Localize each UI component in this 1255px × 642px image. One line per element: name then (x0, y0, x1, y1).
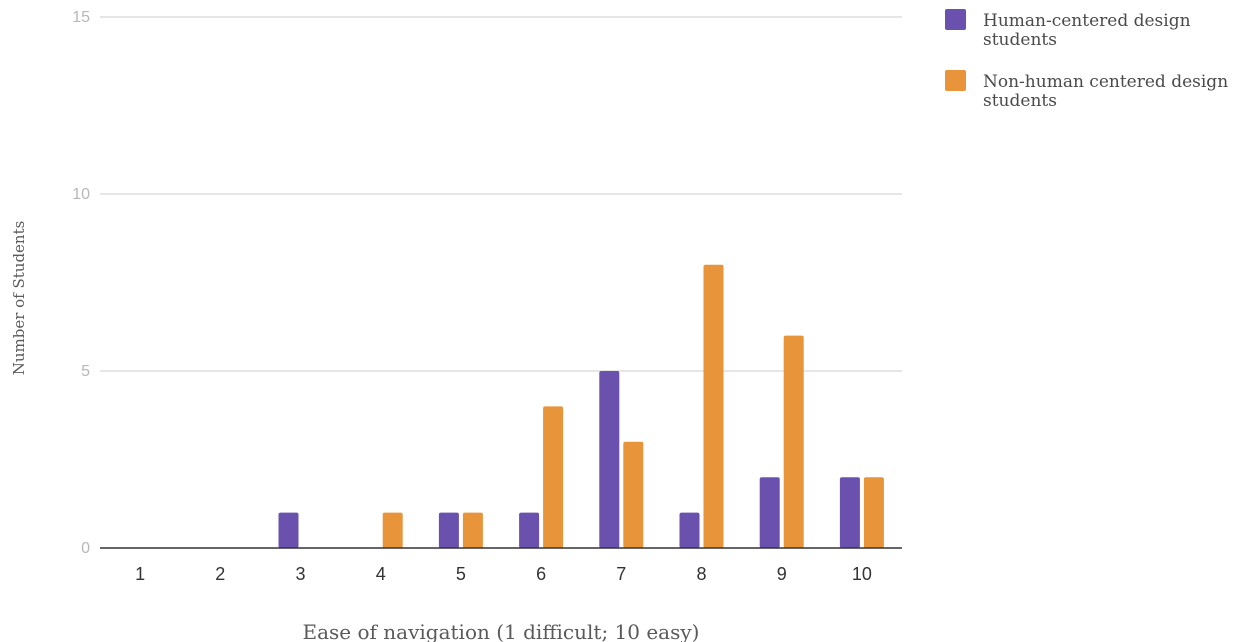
bar-non-human-centered-6 (543, 406, 564, 548)
bars (278, 264, 884, 548)
legend-swatch-human-centered (945, 9, 966, 30)
legend-label-non-human-centered-line1: Non-human centered design (983, 72, 1228, 92)
x-tick-label: 6 (536, 564, 546, 584)
svg-text:Non-human centered design: Non-human centered design students (983, 72, 1234, 111)
x-tick-label: 8 (696, 564, 706, 584)
legend-item-non-human-centered: Non-human centered design students (945, 70, 1234, 111)
bar-human-centered-5 (438, 512, 459, 548)
legend: Human-centered design students Non-human… (945, 9, 1234, 111)
bar-non-human-centered-4 (382, 512, 403, 548)
x-tick-label: 2 (215, 564, 225, 584)
x-tick-label: 5 (456, 564, 466, 584)
bar-human-centered-3 (278, 512, 299, 548)
x-tick-labels: 1 2 3 4 5 6 7 8 9 10 (135, 564, 872, 584)
x-tick-label: 3 (295, 564, 305, 584)
legend-label-non-human-centered-line2: students (983, 91, 1057, 111)
y-tick-label: 15 (72, 9, 90, 26)
x-tick-label: 7 (616, 564, 626, 584)
x-tick-label: 9 (777, 564, 787, 584)
bar-non-human-centered-9 (783, 335, 804, 548)
bar-human-centered-6 (519, 512, 540, 548)
y-axis-title: Number of Students (10, 221, 28, 376)
bar-human-centered-8 (679, 512, 700, 548)
bar-human-centered-9 (759, 477, 780, 548)
x-tick-label: 10 (852, 564, 872, 584)
legend-label-human-centered-line1: Human-centered design (983, 11, 1191, 31)
y-tick-label: 0 (81, 540, 90, 557)
y-tick-label: 5 (81, 363, 90, 380)
x-axis-title: Ease of navigation (1 difficult; 10 easy… (303, 620, 700, 642)
x-tick-label: 4 (376, 564, 386, 584)
bar-non-human-centered-8 (703, 264, 724, 548)
bar-non-human-centered-5 (462, 512, 483, 548)
legend-item-human-centered: Human-centered design students (945, 9, 1196, 50)
legend-label-human-centered-line2: students (983, 30, 1057, 50)
legend-swatch-non-human-centered (945, 70, 966, 91)
bar-non-human-centered-7 (623, 441, 644, 548)
bar-human-centered-10 (839, 477, 860, 548)
x-tick-label: 1 (135, 564, 145, 584)
bar-human-centered-7 (599, 371, 620, 548)
y-tick-label: 10 (72, 186, 90, 203)
bar-non-human-centered-10 (863, 477, 884, 548)
svg-text:Human-centered design: Human-centered design students (983, 11, 1196, 50)
y-tick-labels: 0 5 10 15 (72, 9, 90, 557)
gridlines (100, 16, 902, 372)
